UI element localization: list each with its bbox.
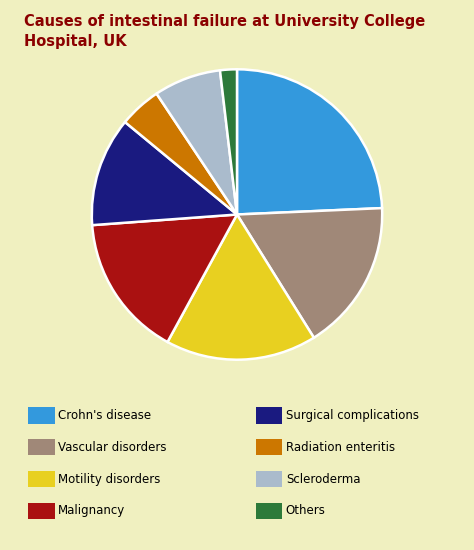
Text: Radiation enteritis: Radiation enteritis [286,441,395,454]
Wedge shape [167,214,314,360]
Wedge shape [237,69,382,214]
Text: Causes of intestinal failure at University College
Hospital, UK: Causes of intestinal failure at Universi… [24,14,425,48]
Wedge shape [220,69,237,214]
Text: Motility disorders: Motility disorders [58,472,161,486]
Wedge shape [125,94,237,214]
Wedge shape [92,214,237,342]
Text: Vascular disorders: Vascular disorders [58,441,167,454]
Text: Surgical complications: Surgical complications [286,409,419,422]
Text: Malignancy: Malignancy [58,504,126,518]
Wedge shape [237,208,382,338]
Text: Others: Others [286,504,326,518]
Text: Crohn's disease: Crohn's disease [58,409,151,422]
Text: Scleroderma: Scleroderma [286,472,360,486]
Wedge shape [156,70,237,214]
Wedge shape [92,122,237,225]
